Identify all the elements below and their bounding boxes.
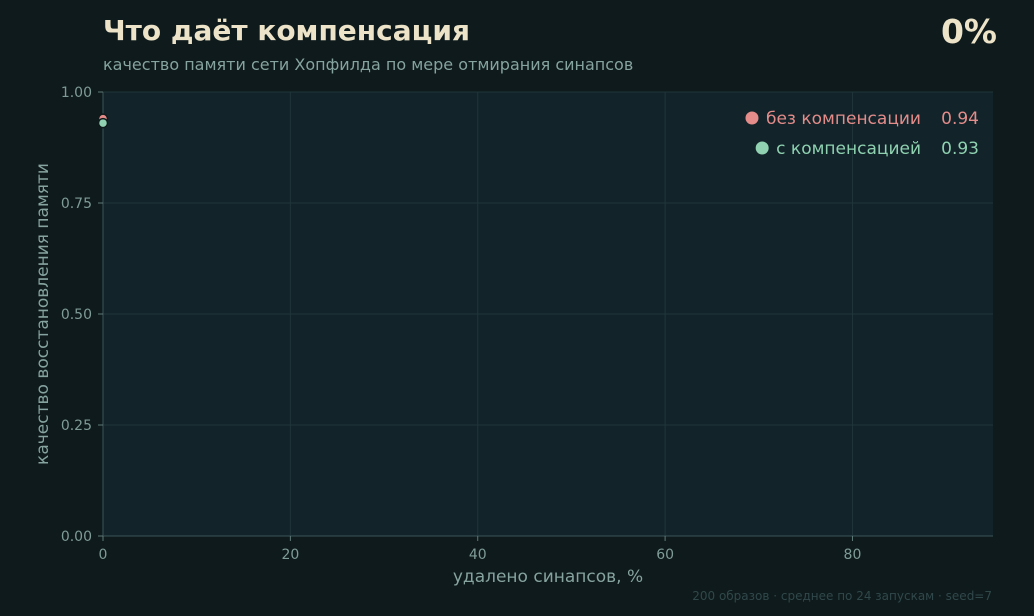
chart-title: Что даёт компенсация bbox=[103, 14, 470, 47]
y-tick-label: 0.00 bbox=[61, 529, 92, 545]
legend-label: без компенсации bbox=[766, 109, 921, 129]
y-tick-label: 0.75 bbox=[61, 196, 92, 212]
legend: 0.94 без компенсации 0.93 с компенсацией bbox=[745, 109, 979, 159]
y-tick-label: 0.50 bbox=[61, 307, 92, 323]
chart-subtitle: качество памяти сети Хопфилда по мере от… bbox=[103, 55, 634, 74]
data-points bbox=[97, 113, 109, 129]
axes bbox=[98, 91, 993, 541]
legend-value: 0.94 bbox=[941, 109, 979, 129]
legend-marker bbox=[745, 111, 759, 125]
x-tick-label: 40 bbox=[469, 547, 487, 563]
legend-value: 0.93 bbox=[941, 139, 979, 159]
x-tick-label: 60 bbox=[656, 547, 674, 563]
y-tick-label: 0.25 bbox=[61, 418, 92, 434]
x-axis-title: удалено синапсов, % bbox=[453, 567, 643, 587]
legend-label: с компенсацией bbox=[776, 139, 921, 159]
y-tick-label: 1.00 bbox=[61, 85, 92, 101]
legend-marker bbox=[755, 141, 769, 155]
tick-labels: 0 20 40 60 80 0.00 0.25 0.50 0.75 1.00 bbox=[61, 85, 862, 563]
point-compensation bbox=[97, 117, 109, 129]
x-tick-label: 0 bbox=[99, 547, 108, 563]
x-tick-label: 20 bbox=[281, 547, 299, 563]
x-tick-label: 80 bbox=[844, 547, 862, 563]
y-axis-title: качество восстановления памяти bbox=[33, 163, 53, 465]
progress-percentage: 0% bbox=[940, 12, 997, 51]
footer-note: 200 образов · среднее по 24 запускам · s… bbox=[692, 589, 992, 603]
